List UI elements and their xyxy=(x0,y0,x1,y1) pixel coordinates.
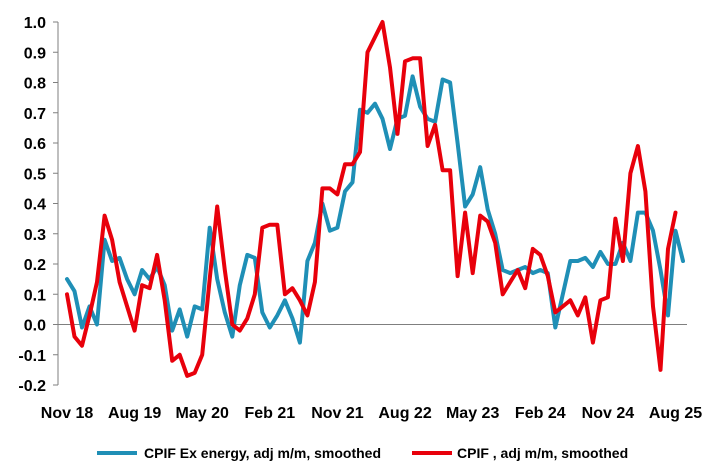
y-tick-label: 0.5 xyxy=(24,166,46,183)
x-tick-label: Aug 22 xyxy=(378,405,431,422)
x-tick-label: Aug 19 xyxy=(108,405,161,422)
series-line-1 xyxy=(65,74,685,345)
x-tick-label: Feb 21 xyxy=(244,405,295,422)
y-tick-label: -0.2 xyxy=(18,378,46,395)
y-tick-label: -0.1 xyxy=(18,348,46,365)
legend-label-2: CPIF , adj m/m, smoothed xyxy=(457,445,628,461)
x-tick-label: Nov 21 xyxy=(311,405,364,422)
y-tick-label: 0.1 xyxy=(24,287,46,304)
legend: CPIF Ex energy, adj m/m, smoothed CPIF , … xyxy=(97,445,628,461)
y-tick-label: 0.9 xyxy=(24,45,46,62)
series-line-2 xyxy=(65,20,678,378)
y-tick-label: 1.0 xyxy=(24,15,46,32)
x-tick-label: May 20 xyxy=(176,405,229,422)
series-lines xyxy=(65,20,685,378)
x-tick-label: Aug 25 xyxy=(649,405,702,422)
x-tick-label: Nov 18 xyxy=(41,405,94,422)
axes: 1.0 0.9 0.8 0.7 0.6 0.5 0.4 0.3 0.2 0.1 0.0 -0.1 -0.… xyxy=(18,15,702,422)
y-tick-label: 0.8 xyxy=(24,76,46,93)
y-tick-label: 0.4 xyxy=(24,197,46,214)
x-tick-label: May 23 xyxy=(446,405,499,422)
y-tick-label: 0.3 xyxy=(24,227,46,244)
y-tick-label: 0.0 xyxy=(24,318,46,335)
y-tick-label: 0.7 xyxy=(24,106,46,123)
legend-label-1: CPIF Ex energy, adj m/m, smoothed xyxy=(144,445,381,461)
y-tick-label: 0.2 xyxy=(24,257,46,274)
x-tick-label: Feb 24 xyxy=(515,405,566,422)
y-tick-label: 0.6 xyxy=(24,136,46,153)
x-tick-label: Nov 24 xyxy=(582,405,635,422)
